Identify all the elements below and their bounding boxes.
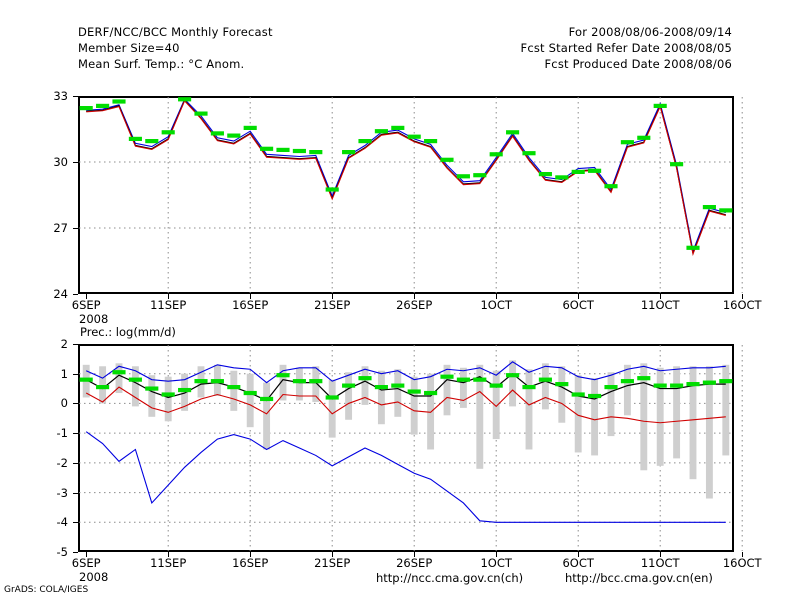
- y-tick-label: 30: [53, 155, 68, 169]
- y-tick-mark: [73, 462, 78, 464]
- x-tick-label: 16OCT: [722, 298, 762, 312]
- y-tick-label: 27: [53, 221, 68, 235]
- x-tick-mark: [86, 552, 88, 557]
- y-tick-label: -5: [56, 545, 68, 559]
- series-percentile-lower: [85, 386, 726, 424]
- y-tick-label: 2: [60, 337, 68, 351]
- x-tick-mark: [86, 294, 88, 299]
- x-tick-mark: [332, 294, 334, 299]
- y-tick-mark: [73, 552, 78, 553]
- bcc-url-link[interactable]: http://bcc.cma.gov.cn(en): [565, 571, 713, 585]
- x-tick-mark: [414, 552, 416, 557]
- x-tick-label: 6SEP: [71, 556, 101, 570]
- y-tick-mark: [73, 228, 78, 229]
- y-tick-mark: [73, 403, 78, 405]
- x-tick-label: 6SEP: [71, 298, 101, 312]
- series-minimum-member: [85, 431, 726, 523]
- y-tick-mark: [73, 492, 78, 494]
- y-tick-mark: [73, 162, 78, 163]
- y-tick-label: 1: [60, 366, 68, 381]
- x-tick-label: 26SEP: [396, 298, 433, 312]
- x-tick-label: 11SEP: [150, 556, 187, 570]
- x-tick-mark: [742, 552, 744, 557]
- x-tick-mark: [496, 294, 498, 299]
- x-tick-label: 26SEP: [396, 556, 433, 570]
- temperature-plot-frame: [78, 96, 734, 294]
- x-tick-label: 16SEP: [232, 298, 269, 312]
- x-tick-label: 21SEP: [314, 298, 351, 312]
- x-tick-label: 16SEP: [232, 556, 269, 570]
- x-tick-label: 1OCT: [480, 298, 512, 312]
- y-tick-mark: [73, 294, 78, 295]
- y-tick-mark: [73, 433, 78, 435]
- y-tick-label: -1: [56, 426, 68, 441]
- x-tick-mark: [742, 294, 744, 299]
- x-axis-year-label: 2008: [79, 312, 109, 326]
- x-tick-mark: [496, 552, 498, 557]
- x-axis-year-label: 2008: [79, 570, 109, 584]
- x-tick-mark: [168, 552, 170, 557]
- grads-credit-label: GrADS: COLA/IGES: [4, 585, 89, 595]
- member-size-label: Member Size=40: [78, 41, 180, 55]
- y-tick-label: 0: [60, 396, 68, 411]
- spread-bars: [82, 360, 730, 499]
- forecast-range-label: For 2008/08/06-2008/09/14: [568, 25, 732, 39]
- x-tick-mark: [250, 294, 252, 299]
- x-tick-mark: [660, 294, 662, 299]
- x-tick-mark: [332, 552, 334, 557]
- x-tick-mark: [414, 294, 416, 299]
- x-tick-mark: [578, 294, 580, 299]
- x-tick-label: 1OCT: [480, 556, 512, 570]
- y-tick-label: -4: [56, 515, 68, 530]
- ncc-url-link[interactable]: http://ncc.cma.gov.cn(ch): [376, 571, 524, 585]
- x-tick-label: 21SEP: [314, 556, 351, 570]
- y-tick-mark: [73, 522, 78, 524]
- y-tick-label: 33: [53, 89, 68, 103]
- x-tick-label: 11OCT: [640, 556, 680, 570]
- x-tick-mark: [250, 552, 252, 557]
- variable-label: Mean Surf. Temp.: °C Anom.: [78, 57, 245, 71]
- y-tick-mark: [73, 344, 78, 345]
- series-observed-dashes: [79, 97, 733, 250]
- forecast-produced-label: Fcst Produced Date 2008/08/06: [544, 57, 732, 71]
- series-observed-dashes: [79, 370, 733, 402]
- x-tick-mark: [168, 294, 170, 299]
- y-tick-label: 24: [53, 287, 68, 301]
- y-tick-label: -2: [56, 455, 68, 470]
- series-ensemble-lower: [86, 99, 726, 256]
- x-tick-mark: [660, 552, 662, 557]
- page-title: DERF/NCC/BCC Monthly Forecast: [78, 25, 273, 39]
- x-tick-label: 11OCT: [640, 298, 680, 312]
- precipitation-panel-title: Prec.: log(mm/d): [80, 325, 176, 339]
- y-tick-mark: [73, 373, 78, 375]
- x-tick-label: 6OCT: [562, 298, 594, 312]
- x-tick-label: 11SEP: [150, 298, 187, 312]
- x-tick-mark: [578, 552, 580, 557]
- y-tick-label: -3: [56, 485, 68, 500]
- series-percentile-mean: [85, 372, 726, 402]
- forecast-start-label: Fcst Started Refer Date 2008/08/05: [520, 41, 732, 55]
- series-percentile-upper: [85, 361, 726, 384]
- y-tick-mark: [73, 96, 78, 97]
- x-tick-label: 6OCT: [562, 556, 594, 570]
- x-tick-label: 16OCT: [722, 556, 762, 570]
- series-ensemble-upper: [86, 98, 726, 254]
